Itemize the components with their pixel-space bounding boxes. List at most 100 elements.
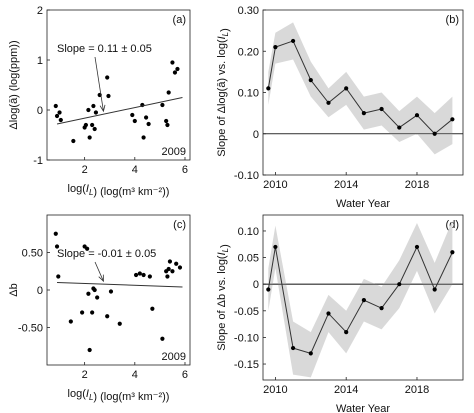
data-point [87,135,92,140]
data-point [105,75,110,80]
data-point [166,90,171,95]
data-point [56,274,61,279]
data-point [273,244,278,250]
x-axis-label: log(IL) (log(m³ km⁻²)) [68,388,170,403]
panel-letter: (c) [173,219,186,231]
uncertainty-band [268,220,453,378]
data-point [117,321,122,326]
panel-a-scatter: 2 4 6 -1 0 1 2 log(IL) (log(m³ km⁻²)) Δlog(ā) (l… [8,5,191,198]
data-point [167,259,173,264]
data-point [141,272,146,278]
data-point [165,122,170,128]
panel-letter: (b) [446,14,459,26]
annotation-arrow [94,56,104,112]
data-point [414,244,420,250]
data-point [172,70,178,75]
arrow-head [99,104,106,113]
y-tick-label: 0.05 [238,253,259,265]
data-point [397,282,402,287]
y-tick-label: 0.30 [238,5,259,17]
x-tick-label: 2 [82,164,88,176]
y-tick-label: 0 [253,279,259,291]
data-point [344,329,349,335]
y-axis-label: Δb [8,283,20,296]
y-tick-label: -0.05 [234,306,259,318]
data-point [146,121,151,127]
data-point [273,45,278,50]
data-point [308,351,313,356]
x-tick-label: 2014 [334,384,358,396]
plot-frame [262,214,464,381]
data-point [175,66,180,72]
y-tick-label: -0.50 [18,323,43,335]
y-axis-label: Δlog(ā) (log(ppm)) [8,40,20,129]
data-point [54,113,60,119]
data-point [86,107,91,113]
series-line [267,245,453,354]
data-point [105,314,110,319]
fit-line [56,97,183,125]
x-tick-label: 6 [182,369,188,381]
y-axis-label: Slope of Δb vs. log(IL) [216,244,231,351]
data-point [80,310,85,315]
data-point [165,274,170,279]
y-tick-label: 0 [37,285,43,297]
data-point [290,345,296,351]
x-tick-label: 4 [132,164,138,176]
data-point [170,60,175,65]
data-point [90,122,95,128]
data-point [106,93,111,99]
data-point [132,118,137,124]
data-point [54,244,60,249]
data-point [85,246,90,251]
data-point [53,231,58,236]
data-point [92,126,97,132]
data-point [137,271,142,276]
x-axis-label: log(IL) (log(m³ km⁻²)) [68,183,170,198]
data-point [170,269,175,274]
x-tick-label: 4 [132,369,138,381]
slope-annotation: Slope = -0.01 ± 0.05 [57,248,156,260]
y-tick-label: -0.10 [234,170,259,182]
y-tick-label: 0.20 [238,46,259,58]
series-line [267,40,453,135]
data-point [108,289,114,294]
slope-annotation: Slope = 0.11 ± 0.05 [57,43,152,55]
data-point [379,306,384,311]
data-point [143,115,149,120]
data-point [133,272,139,278]
data-point [71,138,76,144]
data-point [450,117,455,122]
y-tick-label: 0.10 [238,226,259,238]
panel-d-timeseries: 2010 2014 2018 -0.15 -0.10 -0.05 0 0.05 0.10 Wate… [216,214,464,413]
y-tick-label: 2 [37,5,43,17]
y-tick-label: 1 [37,55,43,67]
data-point [432,131,437,136]
data-point [160,102,165,108]
y-tick-label: -0.15 [234,359,259,371]
data-point [92,287,97,293]
x-tick-label: 2010 [263,179,287,191]
data-point [86,291,91,296]
data-point [147,274,152,279]
uncertainty-band [268,22,453,155]
data-point [53,103,58,109]
annotation-arrow [94,261,104,282]
plot-frame [46,9,191,161]
fit-line [57,282,183,288]
x-axis-label: Water Year [336,198,390,210]
data-point [90,310,95,315]
x-axis-label: Water Year [336,403,390,413]
x-tick-label: 2018 [405,179,429,191]
panel-c-scatter: 2 4 6 -0.50 0 0.50 log(IL) (log(m³ km⁻²)) Δb (c)… [8,214,191,403]
data-point [164,118,169,124]
data-point [91,103,96,109]
data-point [150,306,155,311]
data-point [174,261,179,266]
y-tick-label: 0 [37,105,43,117]
data-point [58,117,63,123]
y-tick-label: 0.10 [238,88,259,100]
data-point [93,110,99,115]
data-point [160,336,165,341]
